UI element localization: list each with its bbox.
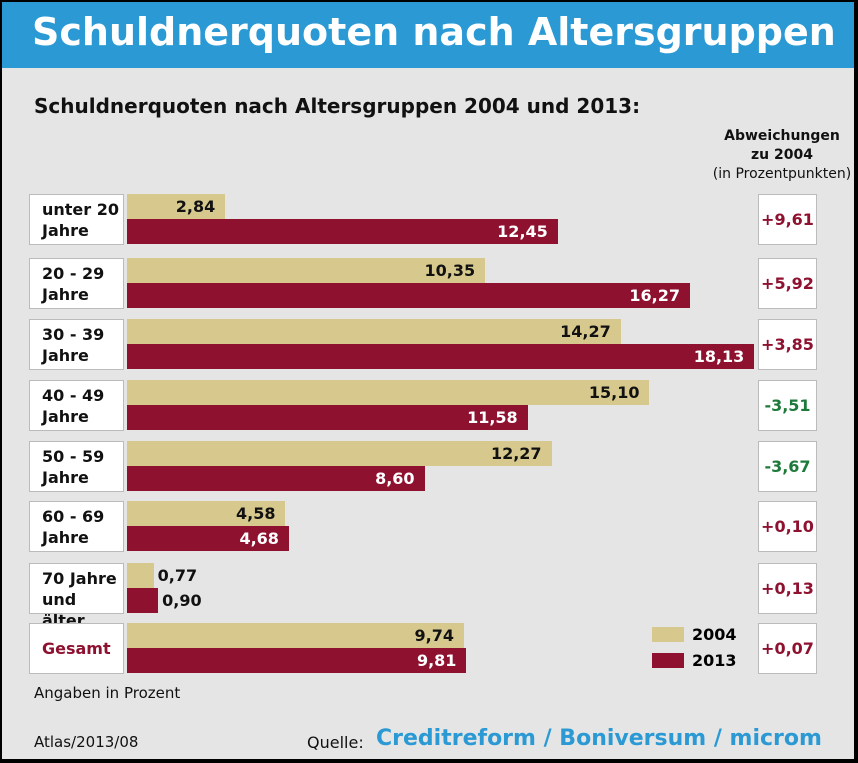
deviation-header-line1: Abweichungen bbox=[724, 128, 840, 144]
deviation-value: +0,13 bbox=[758, 563, 817, 614]
bar-2004 bbox=[127, 441, 552, 466]
deviation-value: -3,67 bbox=[758, 441, 817, 492]
bar-2013 bbox=[127, 526, 289, 551]
bar-2013 bbox=[127, 283, 690, 308]
category-label-line: Jahre bbox=[42, 468, 89, 487]
category-label: 20 - 29 Jahre bbox=[29, 258, 124, 309]
data-label-2013: 8,60 bbox=[375, 469, 415, 488]
deviation-value: +0,07 bbox=[758, 623, 817, 674]
category-label: 60 - 69 Jahre bbox=[29, 501, 124, 552]
category-label-line: 50 - 59 bbox=[42, 447, 105, 466]
legend-label-2004: 2004 bbox=[692, 625, 737, 644]
data-label-2004: 10,35 bbox=[424, 261, 476, 280]
deviation-value: -3,51 bbox=[758, 380, 817, 431]
category-label-line: Jahre bbox=[42, 346, 89, 365]
data-label-2004: 12,27 bbox=[490, 444, 542, 463]
category-label-line: 30 - 39 bbox=[42, 325, 105, 344]
data-label-2013: 18,13 bbox=[693, 347, 745, 366]
deviation-value: +3,85 bbox=[758, 319, 817, 370]
category-label-line: Jahre bbox=[42, 407, 89, 426]
category-label-line: 20 - 29 bbox=[42, 264, 105, 283]
bar-2013 bbox=[127, 588, 159, 613]
atlas-reference: Atlas/2013/08 bbox=[34, 733, 139, 751]
data-label-2004: 2,84 bbox=[175, 197, 216, 216]
bar-2004 bbox=[127, 501, 286, 526]
data-label-2004: 9,74 bbox=[414, 626, 455, 645]
unit-note: Angaben in Prozent bbox=[34, 684, 181, 702]
bar-2004 bbox=[127, 319, 621, 344]
deviation-header-line2: zu 2004 bbox=[751, 147, 813, 163]
title-bar: Schuldnerquoten nach Altersgruppen bbox=[2, 2, 854, 68]
bar-2004 bbox=[127, 563, 154, 588]
source-label: Quelle: bbox=[307, 733, 364, 752]
data-label-2013: 16,27 bbox=[629, 286, 680, 305]
data-label-2013: 12,45 bbox=[497, 222, 548, 241]
data-label-2004: 15,10 bbox=[588, 383, 640, 402]
data-label-2004: 4,58 bbox=[235, 504, 276, 523]
legend-swatch-2013 bbox=[652, 653, 684, 668]
data-label-2013: 9,81 bbox=[416, 651, 457, 670]
data-label-2004: 0,77 bbox=[157, 566, 198, 585]
data-label-2004: 14,27 bbox=[560, 322, 611, 341]
source-logos: Creditreform / Boniversum / microm bbox=[376, 726, 822, 751]
data-label-2013: 11,58 bbox=[467, 408, 518, 427]
bar-2004 bbox=[127, 623, 464, 648]
bar-2013 bbox=[127, 219, 558, 244]
category-label: 50 - 59 Jahre bbox=[29, 441, 124, 492]
deviation-value: +9,61 bbox=[758, 194, 817, 245]
bar-2004 bbox=[127, 380, 650, 405]
category-label: 30 - 39 Jahre bbox=[29, 319, 124, 370]
data-label-2013: 0,90 bbox=[162, 591, 202, 610]
category-label-line: unter 20 bbox=[42, 200, 120, 219]
bar-2013 bbox=[127, 648, 467, 673]
category-label-line: 70 Jahre bbox=[42, 569, 117, 588]
legend-swatch-2004 bbox=[652, 627, 684, 642]
category-label: unter 20 Jahre bbox=[29, 194, 124, 245]
category-label: 40 - 49 Jahre bbox=[29, 380, 124, 431]
deviation-value: +5,92 bbox=[758, 258, 817, 309]
legend-label-2013: 2013 bbox=[692, 651, 737, 670]
bar-2013 bbox=[127, 466, 425, 491]
category-label: 70 Jahre und älter bbox=[29, 563, 124, 630]
data-label-2013: 4,68 bbox=[239, 529, 279, 548]
category-label-line: Jahre bbox=[42, 528, 89, 547]
category-label-line: Jahre bbox=[42, 221, 89, 240]
category-label-line: 40 - 49 bbox=[42, 386, 105, 405]
bar-2013 bbox=[127, 344, 755, 369]
category-label-line: 60 - 69 bbox=[42, 507, 105, 526]
bar-2013 bbox=[127, 405, 528, 430]
deviation-header-line3: (in Prozentpunkten) bbox=[712, 166, 852, 182]
page-title: Schuldnerquoten nach Altersgruppen bbox=[32, 10, 836, 54]
deviation-header: Abweichungen zu 2004 (in Prozentpunkten) bbox=[702, 127, 854, 184]
chart-title: Schuldnerquoten nach Altersgruppen 2004 … bbox=[34, 94, 641, 118]
category-label: Gesamt bbox=[29, 623, 124, 674]
bar-2004 bbox=[127, 258, 486, 283]
bar-2004 bbox=[127, 194, 226, 219]
deviation-value: +0,10 bbox=[758, 501, 817, 552]
category-label-line: Gesamt bbox=[42, 639, 111, 658]
category-label-line: Jahre bbox=[42, 285, 89, 304]
